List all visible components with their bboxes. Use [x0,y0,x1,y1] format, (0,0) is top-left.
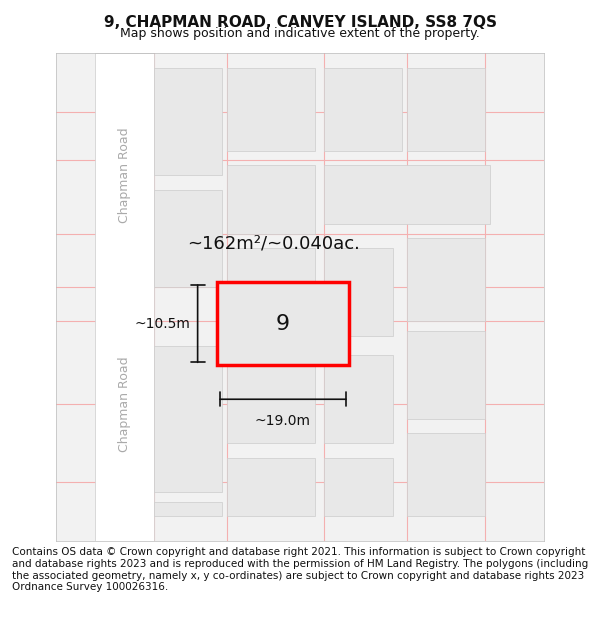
Bar [407,68,485,151]
Bar [407,238,485,321]
Bar [227,248,314,336]
Text: 9, CHAPMAN ROAD, CANVEY ISLAND, SS8 7QS: 9, CHAPMAN ROAD, CANVEY ISLAND, SS8 7QS [104,15,497,30]
Bar [407,331,485,419]
Text: ~10.5m: ~10.5m [134,317,190,331]
Bar [325,248,392,336]
Text: Map shows position and indicative extent of the property.: Map shows position and indicative extent… [120,27,480,40]
Bar [325,458,392,516]
Bar [154,502,222,516]
Text: Chapman Road: Chapman Road [118,356,131,452]
Text: Contains OS data © Crown copyright and database right 2021. This information is : Contains OS data © Crown copyright and d… [12,548,588,592]
Bar [154,346,222,492]
Bar [407,433,485,516]
Text: ~162m²/~0.040ac.: ~162m²/~0.040ac. [187,234,359,253]
Bar [325,356,392,443]
Bar [154,68,222,175]
Bar [227,165,314,234]
Bar [325,68,403,151]
Bar [227,356,314,443]
Bar [325,165,490,224]
Text: Chapman Road: Chapman Road [118,127,131,222]
Bar [95,53,154,541]
Text: 9: 9 [276,314,290,334]
Text: ~19.0m: ~19.0m [255,414,311,428]
Bar [227,68,314,151]
Bar [217,282,349,365]
Bar [227,458,314,516]
Bar [154,189,222,287]
